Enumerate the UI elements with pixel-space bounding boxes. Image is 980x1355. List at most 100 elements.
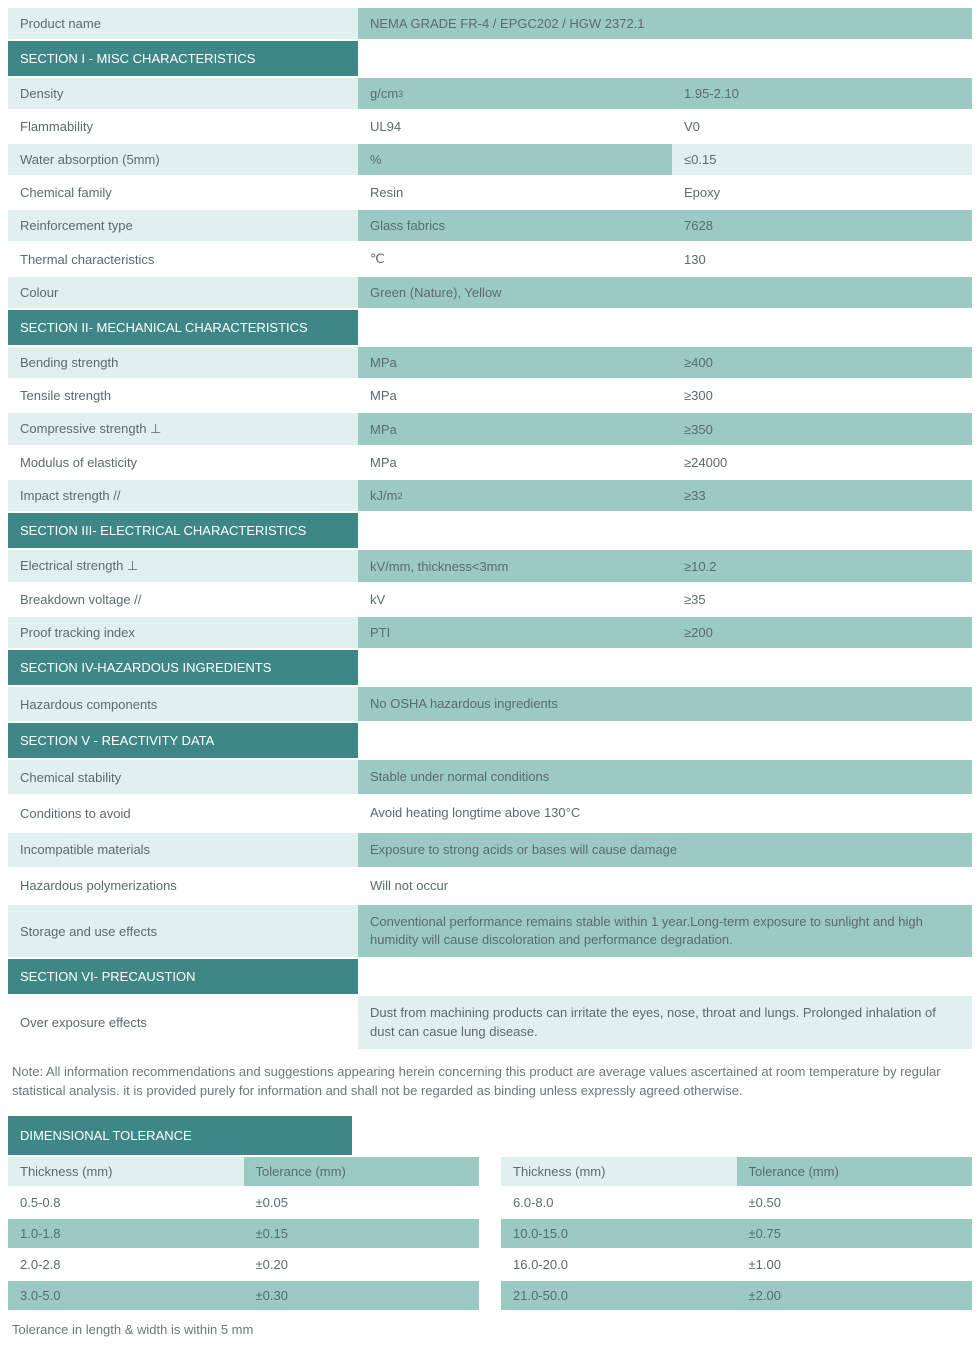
dim-row: 1.0-1.8 ±0.15 bbox=[8, 1219, 479, 1250]
table-row: Chemical stability Stable under normal c… bbox=[8, 760, 972, 796]
row-value: ≥33 bbox=[672, 480, 972, 511]
dim-tolerance: ±2.00 bbox=[737, 1281, 973, 1310]
section-title: SECTION IV-HAZARDOUS INGREDIENTS bbox=[8, 650, 358, 685]
row-label: Bending strength bbox=[8, 347, 358, 378]
dim-thickness: 6.0-8.0 bbox=[501, 1188, 737, 1217]
table-row: Thermal characteristics ℃ 130 bbox=[8, 243, 972, 277]
row-value: 1.95-2.10 bbox=[672, 78, 972, 109]
dim-col-tolerance: Tolerance (mm) bbox=[737, 1157, 973, 1186]
row-value: Avoid heating longtime above 130°C bbox=[358, 796, 972, 830]
dim-row: 3.0-5.0 ±0.30 bbox=[8, 1281, 479, 1312]
row-value: Will not occur bbox=[358, 869, 972, 903]
row-unit: kV bbox=[358, 584, 672, 615]
row-value: ≥400 bbox=[672, 347, 972, 378]
row-label: Storage and use effects bbox=[8, 905, 358, 957]
row-unit: Green (Nature), Yellow bbox=[358, 277, 672, 308]
table-row: Flammability UL94 V0 bbox=[8, 111, 972, 144]
dim-thickness: 21.0-50.0 bbox=[501, 1281, 737, 1310]
row-label: Hazardous components bbox=[8, 687, 358, 721]
dim-col-tolerance: Tolerance (mm) bbox=[244, 1157, 480, 1186]
dim-header: Thickness (mm) Tolerance (mm) bbox=[501, 1157, 972, 1188]
section-title: SECTION I - MISC CHARACTERISTICS bbox=[8, 41, 358, 76]
table-row: Reinforcement type Glass fabrics 7628 bbox=[8, 210, 972, 243]
row-unit: Resin bbox=[358, 177, 672, 208]
row-value: No OSHA hazardous ingredients bbox=[358, 687, 972, 721]
table-row: Modulus of elasticity MPa ≥24000 bbox=[8, 447, 972, 480]
row-label: Density bbox=[8, 78, 358, 109]
table-row: Proof tracking index PTI ≥200 bbox=[8, 617, 972, 650]
dim-header-row: DIMENSIONAL TOLERANCE bbox=[8, 1116, 972, 1157]
row-label: Modulus of elasticity bbox=[8, 447, 358, 478]
table-row: Density g/cm3 1.95-2.10 bbox=[8, 78, 972, 111]
section-title: SECTION III- ELECTRICAL CHARACTERISTICS bbox=[8, 513, 358, 548]
row-value: ≤0.15 bbox=[672, 144, 972, 175]
table-row: Breakdown voltage // kV ≥35 bbox=[8, 584, 972, 617]
dim-row: 0.5-0.8 ±0.05 bbox=[8, 1188, 479, 1219]
dim-thickness: 1.0-1.8 bbox=[8, 1219, 244, 1248]
row-label: Over exposure effects bbox=[8, 996, 358, 1048]
row-label: Impact strength // bbox=[8, 480, 358, 511]
table-row: Electrical strength ⊥ kV/mm, thickness<3… bbox=[8, 550, 972, 584]
row-value: ≥35 bbox=[672, 584, 972, 615]
table-row: Chemical family Resin Epoxy bbox=[8, 177, 972, 210]
dim-tolerance: ±0.50 bbox=[737, 1188, 973, 1217]
row-unit: MPa bbox=[358, 380, 672, 411]
product-label: Product name bbox=[8, 8, 358, 39]
table-row: Water absorption (5mm) % ≤0.15 bbox=[8, 144, 972, 177]
table-row: Colour Green (Nature), Yellow bbox=[8, 277, 972, 310]
row-label: Thermal characteristics bbox=[8, 243, 358, 275]
dim-thickness: 0.5-0.8 bbox=[8, 1188, 244, 1217]
row-unit: % bbox=[358, 144, 672, 175]
row-unit: g/cm3 bbox=[358, 78, 672, 109]
row-value: ≥10.2 bbox=[672, 550, 972, 582]
dim-table: Thickness (mm) Tolerance (mm) 6.0-8.0 ±0… bbox=[501, 1157, 972, 1312]
footnote: Tolerance in length & width is within 5 … bbox=[8, 1312, 972, 1347]
section-header-row: SECTION V - REACTIVITY DATA bbox=[8, 723, 972, 760]
row-value: ≥300 bbox=[672, 380, 972, 411]
dim-tolerance: ±0.15 bbox=[244, 1219, 480, 1248]
section-title: SECTION V - REACTIVITY DATA bbox=[8, 723, 358, 758]
row-unit: kV/mm, thickness<3mm bbox=[358, 550, 672, 582]
dim-tolerance: ±0.20 bbox=[244, 1250, 480, 1279]
row-label: Hazardous polymerizations bbox=[8, 869, 358, 903]
table-row: Compressive strength ⊥ MPa ≥350 bbox=[8, 413, 972, 447]
row-value: Stable under normal conditions bbox=[358, 760, 972, 794]
row-unit: Glass fabrics bbox=[358, 210, 672, 241]
row-label: Proof tracking index bbox=[8, 617, 358, 648]
row-label: Chemical family bbox=[8, 177, 358, 208]
dim-container: Thickness (mm) Tolerance (mm) 0.5-0.8 ±0… bbox=[8, 1157, 972, 1312]
table-row: Hazardous polymerizations Will not occur bbox=[8, 869, 972, 905]
row-unit: UL94 bbox=[358, 111, 672, 142]
dim-row: 21.0-50.0 ±2.00 bbox=[501, 1281, 972, 1312]
dim-row: 10.0-15.0 ±0.75 bbox=[501, 1219, 972, 1250]
row-label: Reinforcement type bbox=[8, 210, 358, 241]
section-header-row: SECTION III- ELECTRICAL CHARACTERISTICS bbox=[8, 513, 972, 550]
dim-title: DIMENSIONAL TOLERANCE bbox=[8, 1116, 352, 1155]
table-row: Impact strength // kJ/m2 ≥33 bbox=[8, 480, 972, 513]
row-label: Colour bbox=[8, 277, 358, 308]
row-label: Electrical strength ⊥ bbox=[8, 550, 358, 582]
product-value: NEMA GRADE FR-4 / EPGC202 / HGW 2372.1 bbox=[358, 8, 972, 39]
table-row: Conditions to avoid Avoid heating longti… bbox=[8, 796, 972, 832]
row-label: Water absorption (5mm) bbox=[8, 144, 358, 175]
dim-table: Thickness (mm) Tolerance (mm) 0.5-0.8 ±0… bbox=[8, 1157, 479, 1312]
table-row: Incompatible materials Exposure to stron… bbox=[8, 833, 972, 869]
row-unit: PTI bbox=[358, 617, 672, 648]
dim-thickness: 10.0-15.0 bbox=[501, 1219, 737, 1248]
dim-header: Thickness (mm) Tolerance (mm) bbox=[8, 1157, 479, 1188]
row-label: Tensile strength bbox=[8, 380, 358, 411]
row-unit: kJ/m2 bbox=[358, 480, 672, 511]
row-unit: MPa bbox=[358, 347, 672, 378]
row-value: 7628 bbox=[672, 210, 972, 241]
dim-row: 2.0-2.8 ±0.20 bbox=[8, 1250, 479, 1281]
section-header-row: SECTION IV-HAZARDOUS INGREDIENTS bbox=[8, 650, 972, 687]
section-title: SECTION VI- PRECAUSTION bbox=[8, 959, 358, 994]
product-row: Product name NEMA GRADE FR-4 / EPGC202 /… bbox=[8, 8, 972, 41]
row-value: ≥200 bbox=[672, 617, 972, 648]
row-label: Flammability bbox=[8, 111, 358, 142]
dim-thickness: 16.0-20.0 bbox=[501, 1250, 737, 1279]
row-label: Compressive strength ⊥ bbox=[8, 413, 358, 445]
section-title: SECTION II- MECHANICAL CHARACTERISTICS bbox=[8, 310, 358, 345]
table-row: Tensile strength MPa ≥300 bbox=[8, 380, 972, 413]
dim-col-thickness: Thickness (mm) bbox=[8, 1157, 244, 1186]
